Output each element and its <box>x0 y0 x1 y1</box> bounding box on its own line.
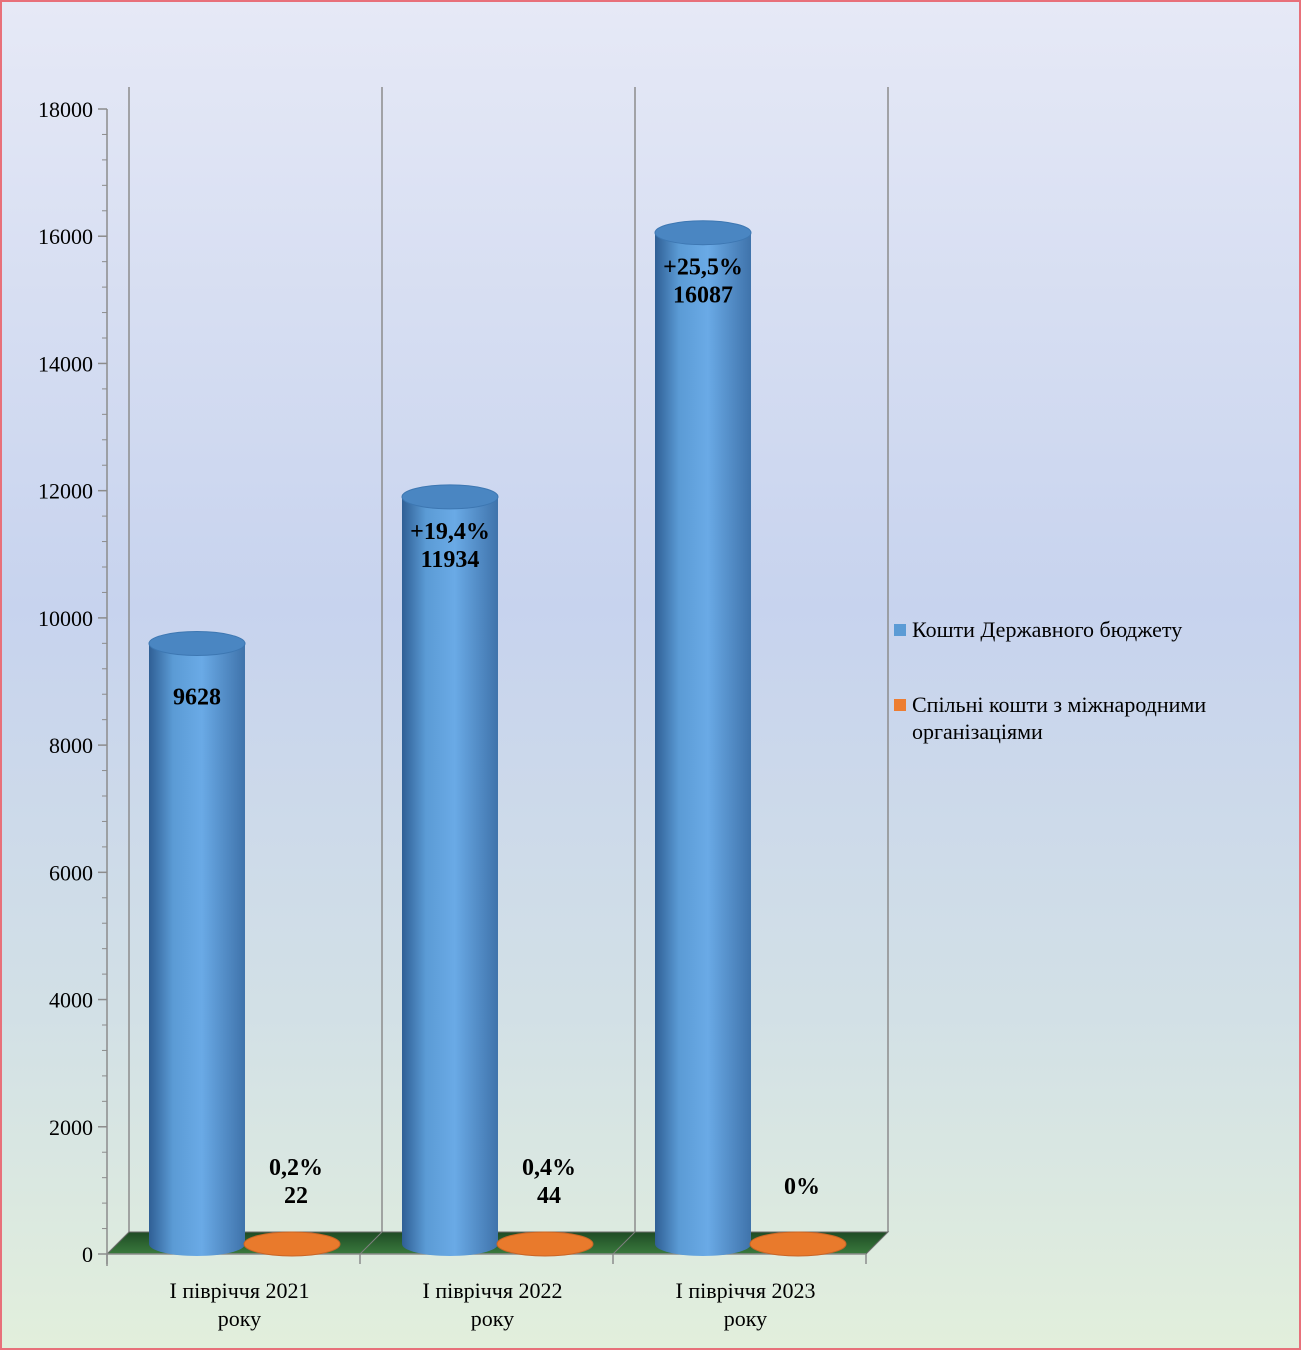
y-tick-label: 14000 <box>38 351 93 376</box>
data-label: 16087 <box>673 283 733 309</box>
legend-label: Кошти Державного бюджету <box>912 617 1182 642</box>
data-label: 22 <box>284 1183 308 1209</box>
intl-funds-bar-cap <box>497 1232 593 1256</box>
legend-swatch <box>894 624 906 636</box>
data-label: 44 <box>537 1183 561 1209</box>
data-label: 0,4% <box>522 1155 576 1181</box>
legend-label: Спільні кошти з міжнародними <box>912 692 1206 717</box>
state-budget-bar-cap <box>402 485 498 509</box>
intl-funds-bar-cap <box>750 1232 846 1256</box>
intl-funds-bar-cap <box>244 1232 340 1256</box>
x-category-label: І півріччя 2022 <box>423 1278 563 1303</box>
state-budget-bar-cap <box>655 221 751 245</box>
y-tick-label: 6000 <box>49 860 93 885</box>
data-label: 0,2% <box>269 1155 323 1181</box>
x-category-label: І півріччя 2021 <box>170 1278 310 1303</box>
legend-swatch <box>894 699 906 711</box>
state-budget-bar <box>655 233 751 1256</box>
x-category-label: року <box>218 1306 261 1331</box>
data-label: 0% <box>784 1174 820 1200</box>
data-label: +25,5% <box>663 255 743 281</box>
data-label: +19,4% <box>410 519 490 545</box>
data-label: 11934 <box>421 547 480 573</box>
x-category-label: І півріччя 2023 <box>676 1278 816 1303</box>
state-budget-bar-cap <box>149 632 245 656</box>
y-tick-label: 8000 <box>49 733 93 758</box>
y-tick-label: 12000 <box>38 479 93 504</box>
x-category-label: року <box>471 1306 514 1331</box>
y-tick-label: 18000 <box>38 97 93 122</box>
x-category-label: року <box>724 1306 767 1331</box>
legend-label: організаціями <box>912 719 1043 744</box>
y-tick-label: 16000 <box>38 224 93 249</box>
y-tick-label: 10000 <box>38 606 93 631</box>
data-label: 9628 <box>173 685 221 711</box>
state-budget-bar <box>402 497 498 1256</box>
y-tick-label: 2000 <box>49 1115 93 1140</box>
state-budget-bar <box>149 644 245 1256</box>
y-tick-label: 4000 <box>49 988 93 1013</box>
y-tick-label: 0 <box>82 1242 93 1267</box>
